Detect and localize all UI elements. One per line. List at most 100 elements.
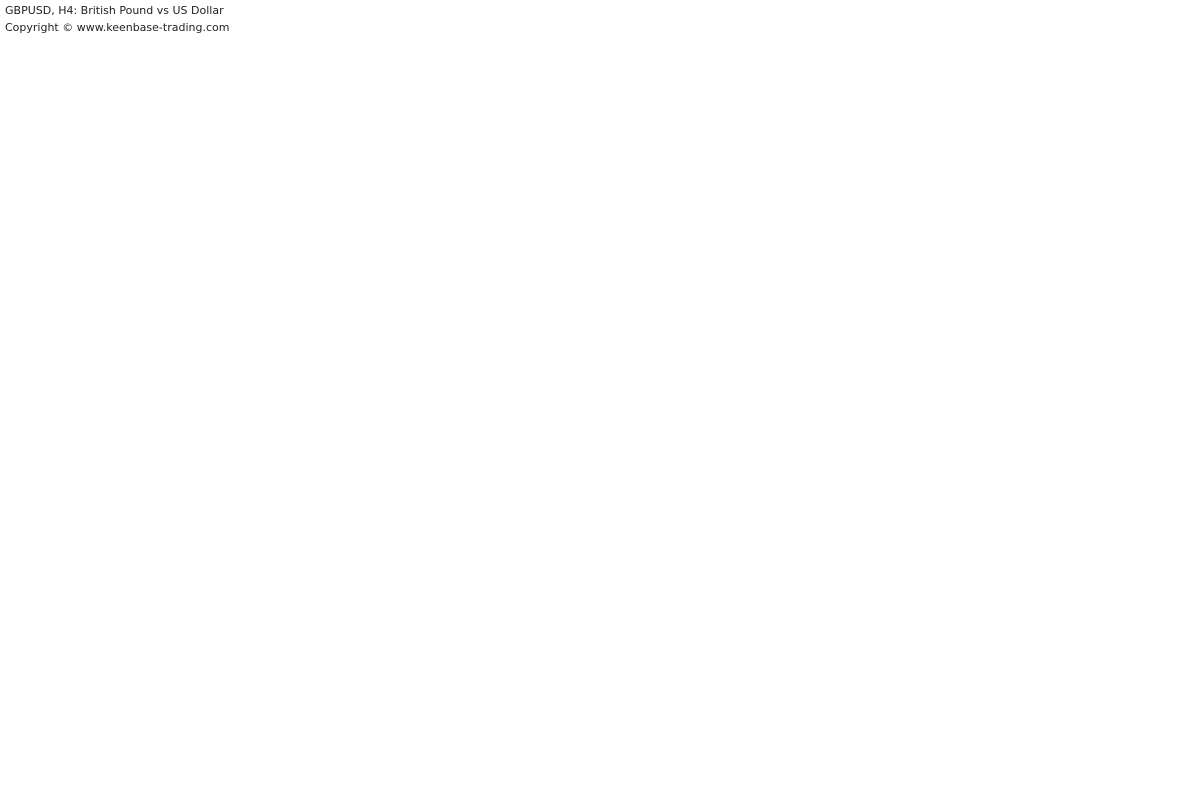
price-axis-label: 1.30320 xyxy=(1144,628,1190,641)
projection-arrowhead xyxy=(634,468,642,477)
price-label-box xyxy=(616,487,676,505)
candle-body xyxy=(244,150,249,241)
chart-title: GBPUSD, H4: British Pound vs US Dollar xyxy=(5,4,224,17)
time-axis-label: 29 Oct 00:00 xyxy=(428,783,500,796)
candle-body xyxy=(421,349,426,391)
projection-arrow xyxy=(671,527,709,609)
level-label: R. Oct D1 1.3527 xyxy=(1048,25,1134,36)
price-axis-label: 1.31300 xyxy=(1144,510,1190,523)
price-label-box xyxy=(574,590,634,608)
rsi-axis-label: 30.00 xyxy=(1143,745,1175,758)
candle-body xyxy=(12,120,17,130)
round-level-label: 1.31 xyxy=(1036,536,1058,547)
candle-body xyxy=(30,60,35,80)
rsi-pane-frame xyxy=(0,692,1139,777)
candle-body xyxy=(430,390,435,421)
level-label: H4 1.3370 xyxy=(1082,213,1134,224)
candle-body xyxy=(393,240,398,260)
red-arrowhead xyxy=(136,333,146,341)
candle-body xyxy=(449,439,454,490)
candle-body xyxy=(505,559,510,620)
level-label: H4 1.3136 xyxy=(1082,494,1134,505)
candle-body xyxy=(114,150,119,170)
adr-low-label: ADR Low: 1.31088 xyxy=(603,543,750,562)
level-label: D1 1.3248 xyxy=(1082,360,1134,371)
time-axis-label: 5 Nov 08:00 xyxy=(535,783,602,796)
round-level-label: 1.32 xyxy=(1036,416,1058,427)
candle-body xyxy=(477,499,482,511)
copyright-text: Copyright © www.keenbase-trading.com xyxy=(5,21,230,34)
date-label-top: Dic 12.01 xyxy=(1005,682,1053,693)
candle-body xyxy=(337,270,342,290)
level-label: H4 1.3162 xyxy=(1082,463,1134,474)
candle-body xyxy=(328,250,333,271)
candle-body xyxy=(374,270,379,290)
candle-body xyxy=(68,95,73,130)
projection-arrow xyxy=(616,447,631,498)
price-label: 1.30388 xyxy=(558,621,604,634)
level-label: H4 1.3095 xyxy=(1082,543,1134,554)
current-price-box xyxy=(1138,472,1196,486)
price-label: 1.30618 xyxy=(580,593,626,606)
candle-body xyxy=(263,139,268,170)
candle-body xyxy=(123,150,128,170)
candle-body xyxy=(170,300,175,340)
red-arrowhead xyxy=(584,435,594,443)
candle-body xyxy=(598,479,602,490)
date-label-top: 24 xyxy=(865,682,878,693)
candle-body xyxy=(105,130,110,151)
price-label: 1.31479 xyxy=(622,490,668,503)
round-level-label: 1.35 xyxy=(1112,56,1134,67)
candle-body xyxy=(523,630,528,650)
time-axis-label: 7 Oct 00:00 xyxy=(108,783,173,796)
adr-high-label: ADR High: 1.32184 xyxy=(603,411,756,430)
projection-arrowhead xyxy=(678,370,686,379)
candle-body xyxy=(207,319,212,350)
date-label-top: Nov 11.03 xyxy=(488,682,539,693)
price-axis-label: 1.34730 xyxy=(1144,99,1190,112)
price-axis-label: 1.31790 xyxy=(1144,452,1190,465)
date-label-top: 10 xyxy=(590,682,603,693)
price-axis-label: 1.30810 xyxy=(1144,569,1190,582)
candle-body xyxy=(319,220,324,250)
projection-arrowhead xyxy=(652,551,660,560)
candle-body xyxy=(272,139,277,170)
candle-body xyxy=(161,300,166,310)
candle-body xyxy=(495,520,500,560)
candle-body xyxy=(514,619,519,650)
candle-body xyxy=(467,499,472,511)
round-level-label: 1.33 xyxy=(1112,296,1134,307)
candle-body xyxy=(151,259,156,310)
candle-body xyxy=(188,259,193,271)
candle-body xyxy=(412,300,417,350)
projection-arrowhead xyxy=(609,497,616,506)
candle-body xyxy=(40,60,45,100)
rsi-axis-label: 100.00 xyxy=(1143,697,1182,710)
price-label-box xyxy=(552,618,612,636)
candle-body xyxy=(309,199,314,220)
candle-body xyxy=(3,120,7,130)
date-label-top: 17 xyxy=(730,682,743,693)
candle-body xyxy=(235,240,240,271)
projection-arrowhead xyxy=(664,528,671,537)
candle-body xyxy=(179,259,184,340)
time-axis-label: 14 Oct 08:00 xyxy=(215,783,287,796)
date-label-top: 13 xyxy=(190,682,203,693)
candle-body xyxy=(300,180,305,200)
candle-body xyxy=(532,610,537,631)
candle-body xyxy=(21,79,26,121)
price-axis-label: 1.32770 xyxy=(1144,334,1190,347)
candle-body xyxy=(365,280,370,290)
candle-body xyxy=(49,100,54,110)
round-level-label: 1.34 xyxy=(1112,176,1134,187)
rsi-label: RSI(14) 56.45 xyxy=(4,699,79,712)
candle-body xyxy=(570,480,575,541)
candle-body xyxy=(346,270,351,290)
candle-body xyxy=(77,95,82,140)
time-axis-label: 21 Oct 16:00 xyxy=(321,783,393,796)
price-axis-label: 1.34240 xyxy=(1144,158,1190,171)
price-axis-label: 1.35220 xyxy=(1144,40,1190,53)
price-label-box xyxy=(596,522,656,540)
main-pane-frame xyxy=(0,0,1139,689)
